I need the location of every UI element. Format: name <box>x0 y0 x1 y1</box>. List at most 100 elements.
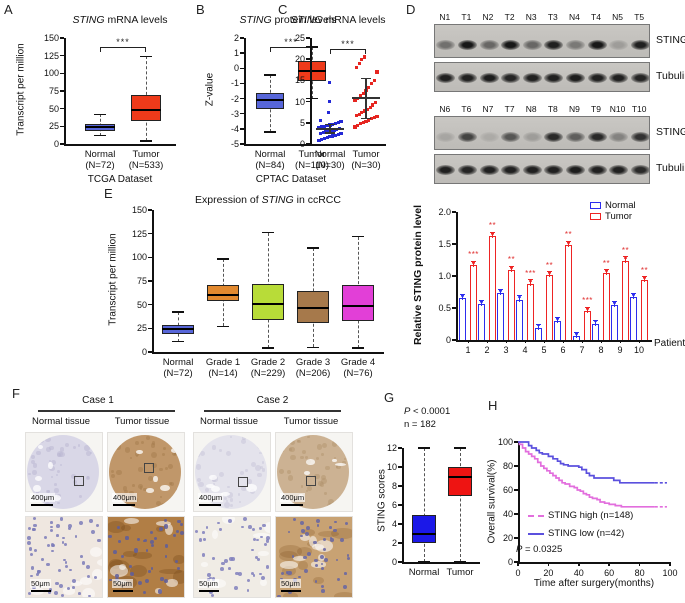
panel-label-d: D <box>406 2 416 17</box>
whisker-cap <box>262 231 274 234</box>
nucleus <box>343 584 347 589</box>
nucleus <box>150 543 154 547</box>
nucleus <box>321 567 324 570</box>
y-tick <box>60 90 64 92</box>
x-axis <box>152 352 384 354</box>
tissue-speck <box>199 450 206 457</box>
y-tick <box>60 125 64 128</box>
data-point <box>327 129 331 133</box>
lane-label: N1 <box>439 12 451 22</box>
bar-data-dot <box>491 232 494 235</box>
blot-band <box>565 132 585 143</box>
nucleus <box>72 586 76 589</box>
x-tick-label: 60 <box>604 568 615 578</box>
nucleus <box>61 541 65 544</box>
nucleus <box>336 577 341 581</box>
x-tick <box>601 340 602 343</box>
stain-patch <box>123 551 137 558</box>
tissue-speck <box>28 472 31 475</box>
tissue-speck <box>229 498 234 502</box>
tissue-speck <box>218 471 225 478</box>
lane-label: T8 <box>547 104 558 114</box>
x-tick-label: 0 <box>515 568 521 578</box>
y-axis <box>402 448 404 563</box>
bar <box>554 321 561 340</box>
blot-row-label: STING <box>656 34 685 46</box>
x-tick-label: 4 <box>522 345 528 355</box>
nucleus <box>69 568 73 572</box>
panel-d-western-blots: N1 T1 N2 T2 N3 T3 N4 T4 N5 T5 STING Tubulin N6 T6 N7 T7… <box>414 8 685 192</box>
blot-band <box>457 132 477 143</box>
y-tick-label: 12 <box>386 443 397 453</box>
y-tick <box>148 280 152 282</box>
nucleus <box>260 535 263 539</box>
tissue-speck <box>53 483 57 486</box>
lane-label: T5 <box>634 12 645 22</box>
bar-error <box>492 232 493 239</box>
category-label: Normal <box>84 149 116 160</box>
sig-stars: ** <box>545 260 554 270</box>
stain-patch <box>297 546 313 556</box>
bar-error <box>462 294 463 301</box>
tissue-lumen <box>306 459 316 465</box>
tissue-speck <box>196 453 200 457</box>
lane-label: N9 <box>568 104 580 114</box>
tissue-lumen <box>165 524 173 535</box>
y-tick <box>306 37 310 39</box>
tissue-speck <box>72 446 76 449</box>
data-point <box>375 70 379 74</box>
tissue-speck <box>56 453 61 458</box>
nucleus <box>247 578 251 583</box>
tissue-speck <box>175 488 181 494</box>
data-point <box>328 80 332 85</box>
nucleus <box>287 571 292 576</box>
blot-band <box>565 40 585 51</box>
y-tick-label: 0 <box>507 557 513 567</box>
nucleus <box>95 523 100 528</box>
nucleus <box>159 527 163 532</box>
whisker-cap <box>307 247 319 249</box>
nucleus <box>27 541 32 546</box>
category-sub-label: (N=30) <box>315 160 345 171</box>
scale-bar <box>199 590 219 592</box>
mean-line <box>316 127 344 130</box>
blot-band <box>609 40 629 51</box>
x-axis <box>310 144 386 146</box>
sig-stars: ** <box>488 221 497 231</box>
whisker-cap <box>262 347 274 349</box>
nucleus <box>313 541 317 545</box>
mean-line <box>352 97 380 100</box>
bar-error <box>576 332 577 339</box>
lane-label: N4 <box>568 12 580 22</box>
x-axis <box>244 144 338 146</box>
blot-band <box>522 132 542 143</box>
x-tick-label: 8 <box>598 345 604 355</box>
category-label: Tumor <box>298 149 326 160</box>
tissue-speck <box>280 449 284 452</box>
nucleus <box>235 571 240 576</box>
data-point <box>374 101 378 105</box>
tissue-speck <box>146 436 151 440</box>
tissue-speck <box>65 443 70 448</box>
nucleus <box>40 558 44 561</box>
tissue-lumen <box>212 529 219 540</box>
sig-bracket-end <box>100 47 102 52</box>
tissue-speck <box>296 439 301 444</box>
category-sub-label: (N=72) <box>163 368 193 379</box>
tissue-speck <box>54 488 59 493</box>
blot-band <box>457 40 477 51</box>
nucleus <box>150 567 154 570</box>
nucleus <box>61 536 65 540</box>
y-tick-label: 100 <box>43 68 59 79</box>
nucleus <box>321 588 325 593</box>
data-point <box>320 125 324 129</box>
bar-error <box>538 324 539 330</box>
stain-patch <box>158 568 183 574</box>
panel-g-boxplot: P < 0.0001 n = 182 STING scores 0 2 4 6 8 10 1… <box>374 398 488 600</box>
bar-data-dot <box>567 241 570 244</box>
bar <box>470 265 477 340</box>
tissue-speck <box>335 465 339 468</box>
data-point <box>318 131 322 135</box>
lane-label: T9 <box>591 104 601 114</box>
lane-label: N8 <box>525 104 537 114</box>
